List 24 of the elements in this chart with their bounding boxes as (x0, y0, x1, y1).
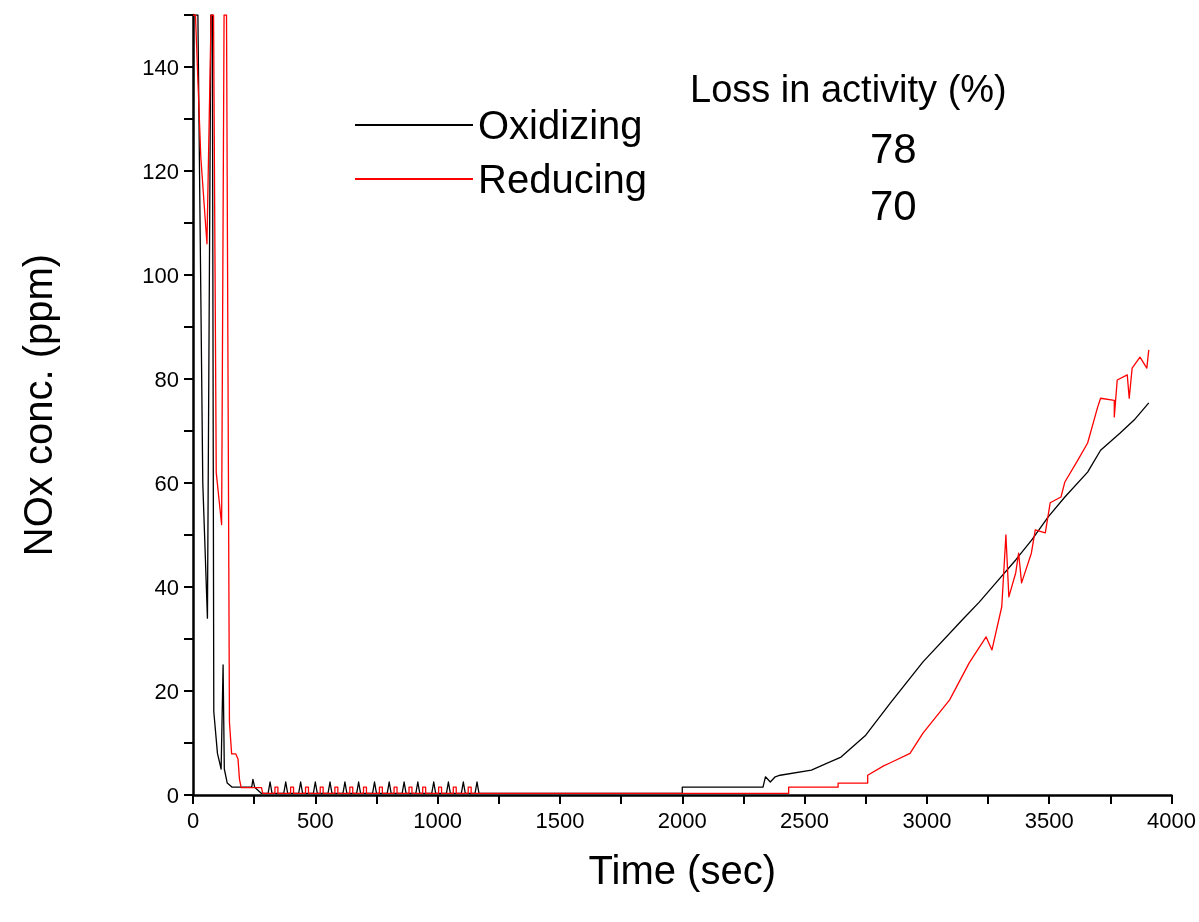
y-tick-label: 140 (142, 54, 179, 80)
y-axis-title: NOx conc. (ppm) (16, 253, 60, 557)
y-tick-label: 0 (166, 782, 179, 808)
y-tick-label: 20 (154, 678, 179, 704)
x-tick-label: 1500 (535, 807, 585, 833)
x-tick-label: 3500 (1024, 807, 1074, 833)
x-tick-label: 0 (186, 807, 200, 833)
annotation: 70 (870, 181, 917, 229)
x-tick-label: 4000 (1147, 807, 1197, 833)
x-axis-title: Time (sec) (588, 848, 776, 892)
y-tick-label: 100 (142, 262, 179, 288)
y-tick-label: 60 (154, 470, 179, 496)
annotation: Loss in activity (%) (690, 68, 1007, 110)
legend-label: Oxidizing (478, 103, 643, 147)
x-tick-label: 1000 (413, 807, 463, 833)
legend-label: Reducing (478, 157, 648, 201)
x-tick-label: 2500 (780, 807, 830, 833)
y-tick-label: 40 (154, 574, 179, 600)
x-tick-label: 500 (296, 807, 334, 833)
annotation: 78 (870, 124, 917, 172)
y-tick-label: 120 (142, 158, 179, 184)
x-tick-label: 2000 (657, 807, 707, 833)
y-tick-label: 80 (154, 366, 179, 392)
x-tick-label: 3000 (902, 807, 952, 833)
